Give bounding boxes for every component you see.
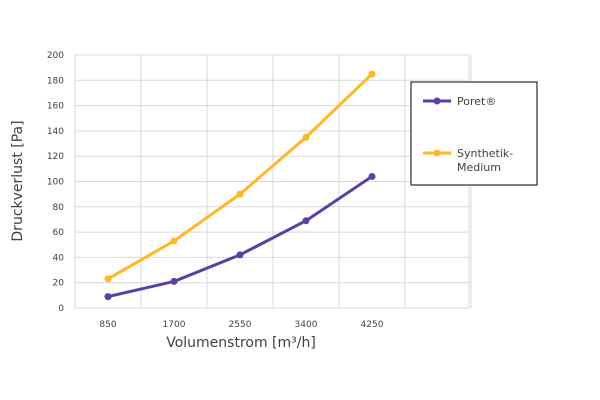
x-tick-label: 850 xyxy=(99,320,116,330)
legend-marker-synthetik xyxy=(433,149,441,157)
data-point-poret xyxy=(104,293,112,301)
legend-label-synthetik: Synthetik-Medium xyxy=(457,147,513,174)
y-axis-title: Druckverlust [Pa] xyxy=(10,120,26,241)
series-lines xyxy=(104,70,376,301)
x-axis-title: Volumenstrom [m³/h] xyxy=(166,335,316,351)
legend: Poret® Synthetik-Medium xyxy=(410,81,538,186)
y-tick-label: 80 xyxy=(53,203,65,213)
data-point-poret xyxy=(170,277,178,285)
y-tick-label: 0 xyxy=(58,304,64,314)
data-point-synthetik xyxy=(104,275,112,283)
data-point-poret xyxy=(302,217,310,225)
y-tick-label: 180 xyxy=(47,76,64,86)
data-point-poret xyxy=(368,172,376,180)
data-point-synthetik xyxy=(302,133,310,141)
x-tick-label: 2550 xyxy=(229,320,252,330)
data-point-synthetik xyxy=(236,190,244,198)
y-tick-label: 100 xyxy=(47,178,64,188)
y-tick-label: 200 xyxy=(47,51,64,61)
legend-marker-poret xyxy=(433,97,441,105)
data-point-synthetik xyxy=(368,70,376,78)
y-tick-label: 120 xyxy=(47,152,64,162)
series-line-synthetik xyxy=(107,72,374,281)
legend-label-poret: Poret® xyxy=(457,95,496,108)
x-tick-label: 4250 xyxy=(361,320,384,330)
y-tick-label: 160 xyxy=(47,102,64,112)
data-point-poret xyxy=(236,251,244,259)
y-axis-ticks: 0 20 40 60 80 100 120 140 160 180 200 xyxy=(47,51,64,314)
x-tick-label: 1700 xyxy=(163,320,186,330)
x-axis-ticks: 850 1700 2550 3400 4250 xyxy=(99,320,383,330)
legend-box xyxy=(410,81,538,186)
data-point-synthetik xyxy=(170,237,178,245)
y-tick-label: 60 xyxy=(53,228,65,238)
y-tick-label: 20 xyxy=(53,279,65,289)
y-tick-label: 140 xyxy=(47,127,64,137)
y-tick-label: 40 xyxy=(53,253,65,263)
x-tick-label: 3400 xyxy=(295,320,318,330)
